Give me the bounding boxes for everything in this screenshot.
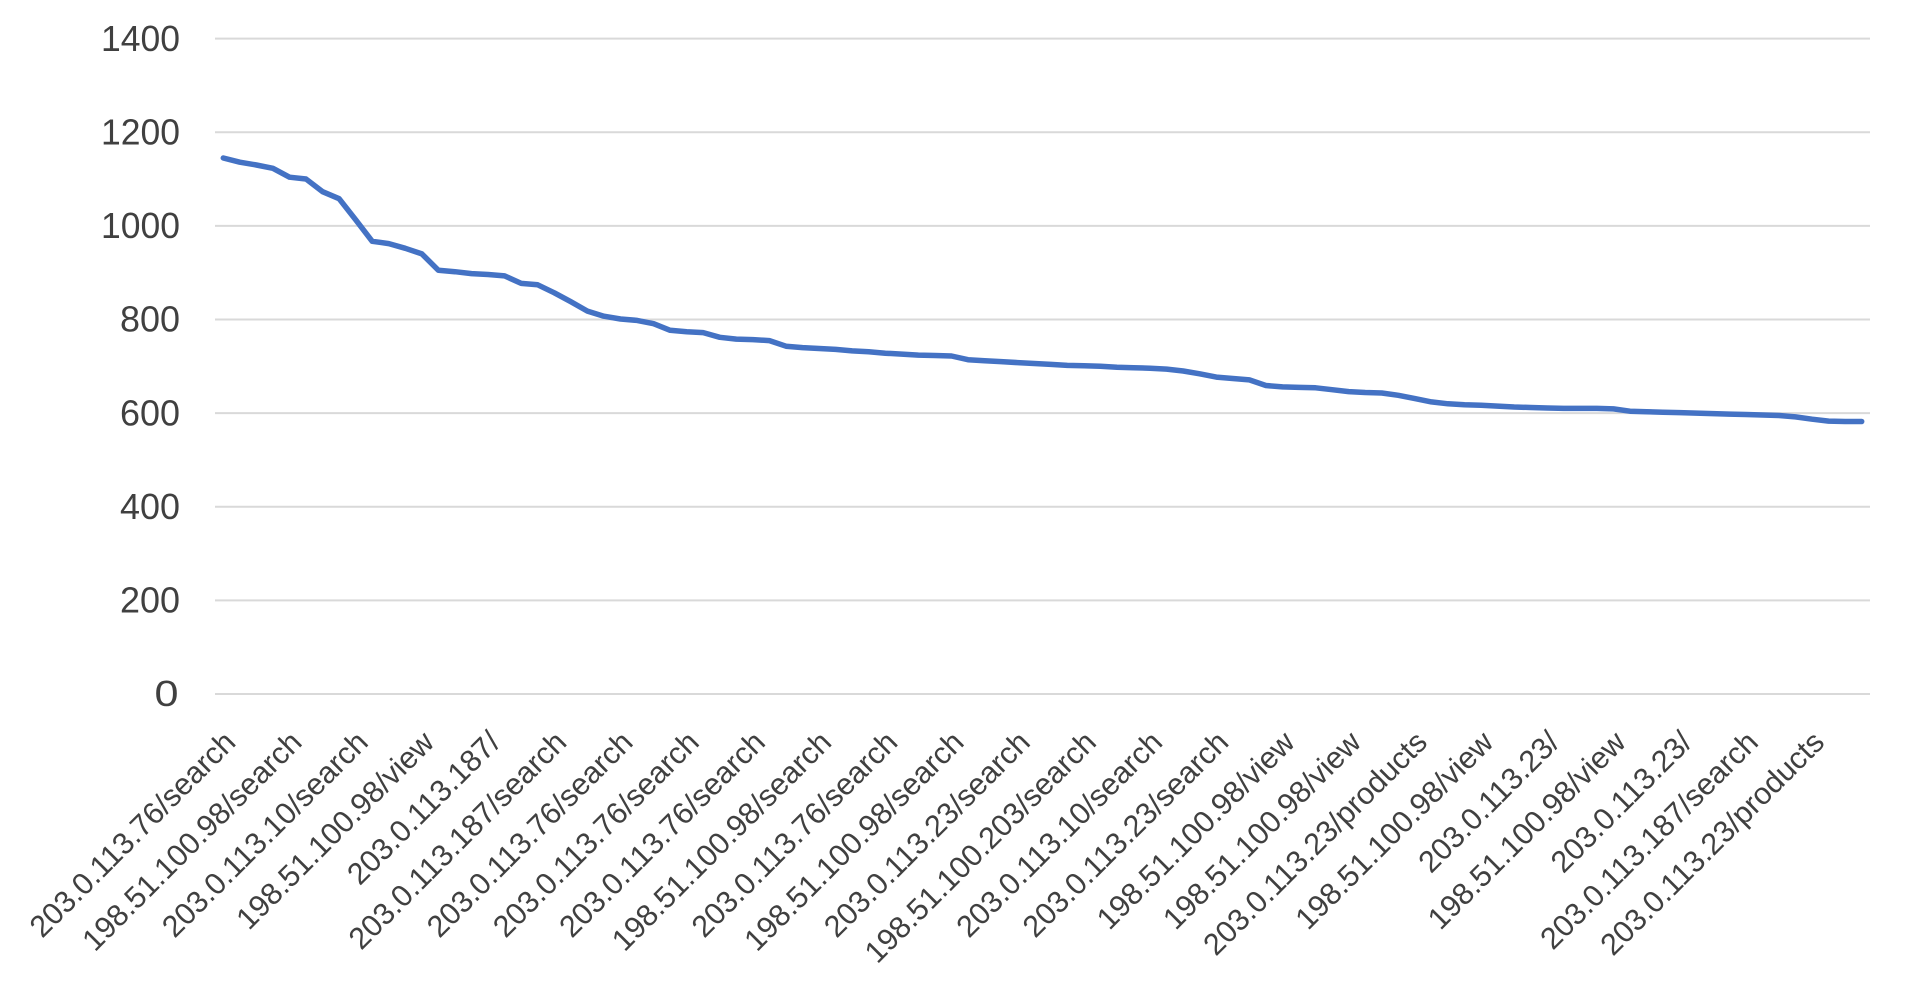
- svg-text:200: 200: [120, 580, 180, 621]
- svg-text:1400: 1400: [101, 18, 180, 59]
- svg-text:1000: 1000: [101, 205, 180, 246]
- svg-text:0: 0: [155, 673, 179, 714]
- svg-text:1200: 1200: [101, 111, 180, 152]
- svg-text:600: 600: [120, 392, 180, 433]
- svg-text:400: 400: [120, 486, 180, 527]
- svg-text:800: 800: [120, 299, 180, 340]
